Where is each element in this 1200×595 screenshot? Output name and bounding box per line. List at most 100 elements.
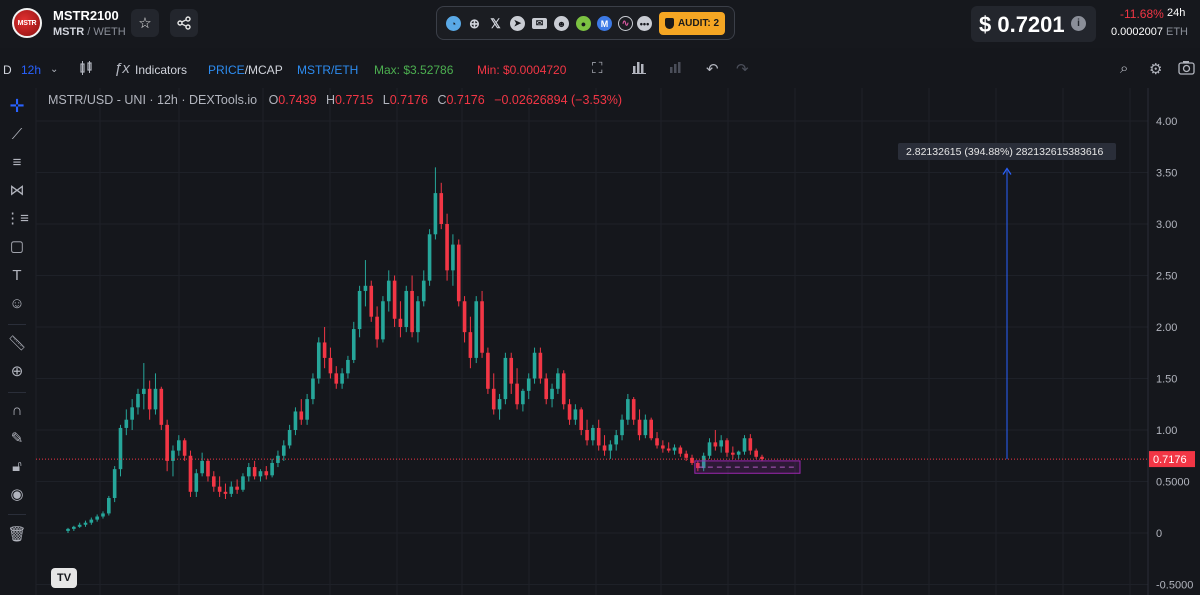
pair-quote: / WETH [84,26,126,38]
price-mcap-toggle[interactable]: PRICE/MCAP [208,63,283,77]
candle-body [252,467,257,477]
candle-body [655,438,659,446]
measure-arrowhead [1002,167,1012,175]
range-d-button[interactable]: D [3,63,12,77]
candle-body [176,440,181,451]
candle-body [293,411,298,430]
text-tool-icon[interactable]: T [12,266,22,284]
candle-body [480,301,484,353]
dex-link-icon[interactable]: ∿ [618,16,633,31]
website-icon[interactable]: ⊕ [469,15,480,31]
candle-body [211,476,216,487]
candle-body [264,471,269,476]
draw-lock-icon[interactable]: ✎ [10,430,24,447]
legend-c-key: C [437,93,447,107]
info-icon[interactable]: i [1071,16,1086,31]
ruler-icon[interactable]: 📏︎ [7,335,27,352]
candle-body [328,357,333,374]
pattern-tool-icon[interactable]: ⋈ [9,182,25,199]
sticker-icon[interactable]: ☺ [9,294,25,312]
drawing-tools: ✛ ⟋ ≡ ⋈ ⋮≡ ▢ T ☺ 📏︎ ⊕ ∩ ✎ 🔓︎ ◉ 🗑︎ [0,88,34,595]
candle-body [200,460,204,474]
bar-chart-icon[interactable] [669,60,683,78]
tradingview-logo[interactable]: TV [51,568,77,588]
gear-icon[interactable]: ⚙ [1149,61,1163,78]
candle-body [165,424,169,461]
candle-type-icon[interactable] [78,60,94,80]
fib-tool-icon[interactable]: ⋮≡ [5,210,29,227]
candle-body [107,497,111,514]
x-twitter-icon[interactable]: 𝕏 [490,15,501,31]
reddit-icon[interactable]: ☻ [554,16,569,31]
email-icon[interactable]: ✉ [532,18,547,29]
eye-icon[interactable]: ◉ [10,486,24,503]
candle-body [468,332,473,358]
mcap-toggle[interactable]: /MCAP [244,63,283,77]
lock-icon[interactable]: 🔓︎ [12,457,22,475]
candle-body [521,390,525,405]
zoom-in-icon[interactable]: ⊕ [10,363,24,380]
candle-body [701,455,706,469]
audit-badge[interactable]: AUDIT: 2 [659,12,725,35]
camera-icon[interactable] [1178,60,1195,79]
audit-label: AUDIT: 2 [677,18,720,29]
candle-body [340,373,344,384]
candle-body [311,378,315,400]
candle-body [188,455,193,492]
interval-selector[interactable]: 12h [21,63,42,77]
token-logo: MSTR [12,8,42,38]
rectangle-tool-icon[interactable]: ▢ [9,238,25,255]
y-tick-label: 4.00 [1156,116,1177,128]
candle-body [561,373,566,405]
price-toggle[interactable]: PRICE [208,63,245,77]
search-zoom-icon[interactable]: ⌕ [1120,60,1129,77]
candle-body [112,469,117,498]
trend-line-icon[interactable]: ⟋ [11,125,23,143]
candle-body [258,471,263,477]
candle-body [731,452,735,455]
candle-body [270,462,274,476]
share-button[interactable] [170,9,198,37]
candle-body [696,462,700,469]
coinmarketcap-icon[interactable]: M [597,16,612,31]
candle-body [72,526,76,529]
coingecko-icon[interactable]: ● [576,16,591,31]
candle-body [130,407,134,420]
magnet-icon[interactable]: ∩ [11,401,23,419]
favorite-button[interactable]: ☆ [131,9,159,37]
candle-body [83,522,88,525]
pair-base: MSTR [53,26,85,38]
trash-icon[interactable]: 🗑︎ [7,526,27,543]
telegram-icon[interactable]: ➤ [510,16,525,31]
candle-body [223,491,228,494]
chart-link-icon[interactable]: ◔ [446,16,461,31]
chevron-down-icon[interactable]: ⌄ [50,64,59,75]
crosshair-icon[interactable]: ✛ [9,95,25,116]
candle-body [142,388,146,394]
pair-label: MSTR / WETH [53,26,126,38]
indicators-button[interactable]: Indicators [135,63,188,77]
candle-body [515,383,519,405]
candle-body [392,280,397,319]
redo-icon[interactable]: ↷ [736,61,749,78]
pair-toggle[interactable]: MSTR/ETH [297,63,359,77]
eth-price: 0.0002007 ETH [1111,26,1188,38]
legend-symbol: MSTR/USD - UNI · 12h · DEXTools.io [48,93,258,107]
candle-body [614,435,619,445]
candle-body [748,438,753,451]
candle-body [334,373,339,384]
undo-icon[interactable]: ↶ [706,61,719,78]
horizontal-lines-icon[interactable]: ≡ [12,153,22,171]
change-period: 24h [1167,7,1186,19]
candle-body [281,445,286,456]
fullscreen-icon[interactable]: ⛶ [592,60,603,77]
chart-toolbar: D 12h ⌄ ƒx Indicators PRICE/MCAP MSTR/ET… [0,52,1200,86]
token-name: MSTR2100 [53,8,119,23]
indicators-icon[interactable]: ƒx [114,60,130,77]
volume-chart-icon[interactable] [632,60,646,78]
more-links-icon[interactable]: ••• [637,16,652,31]
candle-body [89,519,94,523]
max-price: Max: $3.52786 [374,63,454,77]
y-tick-label: 2.00 [1156,322,1177,334]
